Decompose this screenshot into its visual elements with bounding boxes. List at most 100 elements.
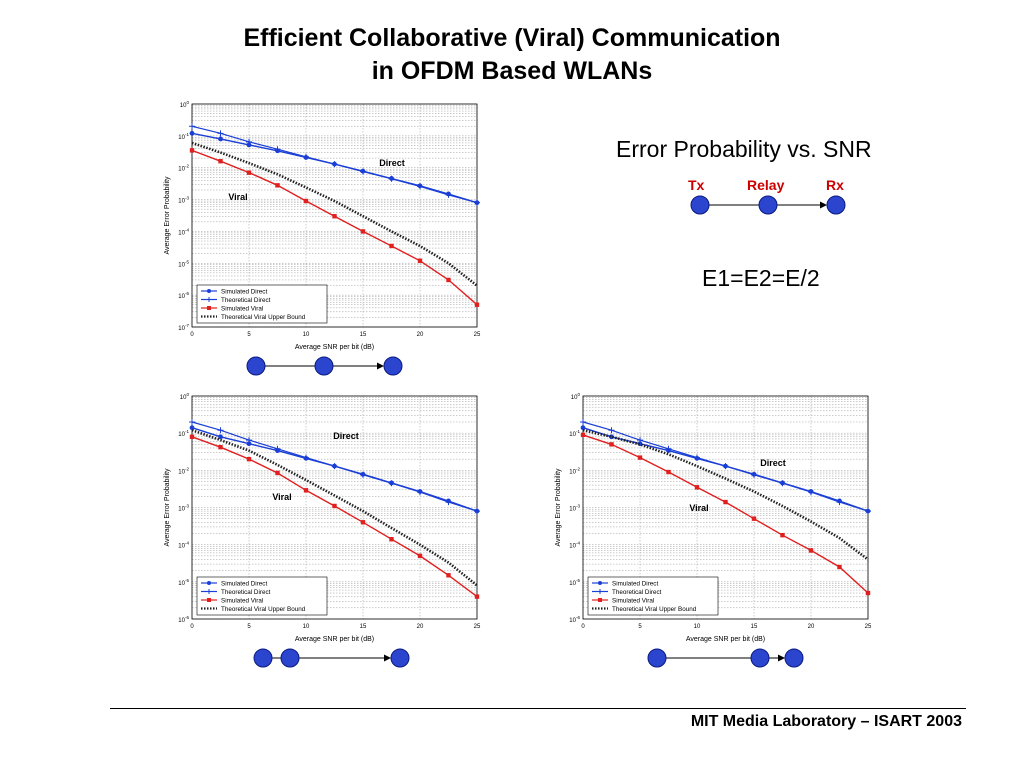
data-point (218, 136, 223, 142)
data-point (474, 508, 480, 515)
series-direct-theory (189, 123, 480, 206)
data-point (694, 485, 700, 490)
data-point (417, 183, 423, 190)
data-point (332, 214, 337, 219)
x-tick-label: 25 (474, 332, 481, 338)
energy-equation: E1=E2=E/2 (702, 265, 820, 291)
data-point (331, 161, 338, 168)
y-tick-label: 10-1 (569, 429, 580, 438)
data-point (274, 445, 281, 452)
data-point (445, 499, 452, 506)
legend-marker (206, 589, 212, 594)
series-bound (191, 141, 478, 287)
x-axis-label: Average SNR per bit (dB) (686, 636, 765, 643)
relay-node (750, 648, 770, 668)
chart-top-left: 0 5 10 15 20 25 100 10-1 10-2 10-3 10-4 10-5 10-6 10-… (164, 100, 481, 351)
data-point (360, 168, 366, 175)
y-tick-label: 10-6 (569, 615, 580, 624)
data-point (388, 175, 395, 182)
legend-entry: Simulated Viral (221, 305, 263, 312)
data-point (303, 198, 309, 204)
data-point (751, 471, 757, 478)
relay-topology-bottom-right (647, 648, 804, 668)
relay-node (314, 356, 334, 376)
legend-box (196, 284, 328, 324)
annotation-viral: Viral (689, 503, 708, 513)
annotation-direct: Direct (379, 158, 405, 168)
legend-marker (207, 306, 211, 310)
relay-node (280, 648, 300, 668)
footer-divider (110, 708, 966, 709)
data-point (417, 553, 423, 559)
series-viral-sim (189, 148, 480, 307)
x-tick-label: 20 (417, 624, 424, 630)
series-viral-sim (580, 432, 871, 596)
grid (191, 396, 478, 620)
legend: Simulated Direct Theoretical DirectSimula… (196, 284, 328, 324)
x-tick-label: 15 (360, 624, 367, 630)
data-point (217, 130, 224, 137)
y-tick-label: 10-3 (569, 504, 580, 513)
footer-text: MIT Media Laboratory – ISART 2003 (690, 713, 962, 730)
legend-entry: Theoretical Direct (221, 297, 271, 304)
annotation-viral: Viral (228, 192, 247, 202)
y-tick-label: 10-2 (178, 164, 189, 173)
tx-node (246, 356, 266, 376)
data-point (609, 442, 614, 447)
legend-entry: Simulated Viral (221, 597, 263, 604)
relay-topology-top-left (246, 356, 403, 376)
side-title: Error Probability vs. SNR (616, 136, 872, 162)
y-tick-label: 100 (571, 392, 581, 401)
series-line (191, 149, 478, 306)
data-point (865, 508, 871, 515)
tx-node (253, 648, 273, 668)
x-axis-label: Average SNR per bit (dB) (295, 636, 374, 643)
data-point (417, 258, 423, 263)
legend-marker (597, 589, 603, 594)
data-point (275, 183, 280, 188)
series-line (582, 434, 869, 594)
rx-node (784, 648, 804, 668)
data-point (246, 456, 252, 462)
series-bound (191, 428, 478, 587)
data-point (417, 489, 423, 496)
annotation-viral: Viral (272, 492, 291, 502)
y-tick-label: 100 (180, 392, 190, 401)
tx-node (690, 195, 710, 215)
data-point (389, 243, 394, 249)
data-point (722, 463, 729, 470)
legend-box (587, 576, 719, 616)
slide-title: Efficient Collaborative (Viral) Communic… (160, 22, 864, 88)
data-point (446, 573, 451, 578)
series-bound (582, 428, 869, 561)
relay-topology-bottom-left (253, 648, 410, 668)
x-axis-label: Average SNR per bit (dB) (295, 344, 374, 351)
series-viral-sim (189, 434, 480, 599)
tx-node (647, 648, 667, 668)
y-axis-label: Average Error Probability (164, 468, 171, 547)
data-point (780, 532, 785, 538)
data-point (474, 302, 480, 307)
y-tick-label: 10-4 (178, 227, 189, 236)
legend-entry: Theoretical Viral Upper Bound (612, 606, 697, 613)
data-point (389, 537, 394, 542)
data-point (580, 432, 586, 438)
chart-bottom-right: 0 5 10 15 20 25 100 10-1 10-2 10-3 10-4 10-5 10-6 Ave… (555, 392, 872, 643)
x-tick-label: 5 (638, 624, 642, 630)
y-tick-label: 10-1 (178, 132, 189, 141)
x-tick-label: 20 (808, 624, 815, 630)
data-point (779, 480, 786, 487)
y-axis-label: Average Error Probability (164, 176, 171, 255)
arrow-head (384, 654, 391, 662)
legend-entry: Theoretical Viral Upper Bound (221, 606, 306, 613)
relay-topology-legend (690, 195, 846, 215)
x-tick-label: 20 (417, 332, 424, 338)
legend-entry: Simulated Direct (221, 288, 267, 295)
data-point (751, 516, 757, 521)
plot-frame (582, 395, 869, 620)
title-line-2: in OFDM Based WLANs (371, 57, 653, 85)
plot-frame (191, 395, 478, 620)
arrow-head (820, 201, 827, 209)
data-point (694, 454, 700, 461)
x-tick-label: 25 (865, 624, 872, 630)
